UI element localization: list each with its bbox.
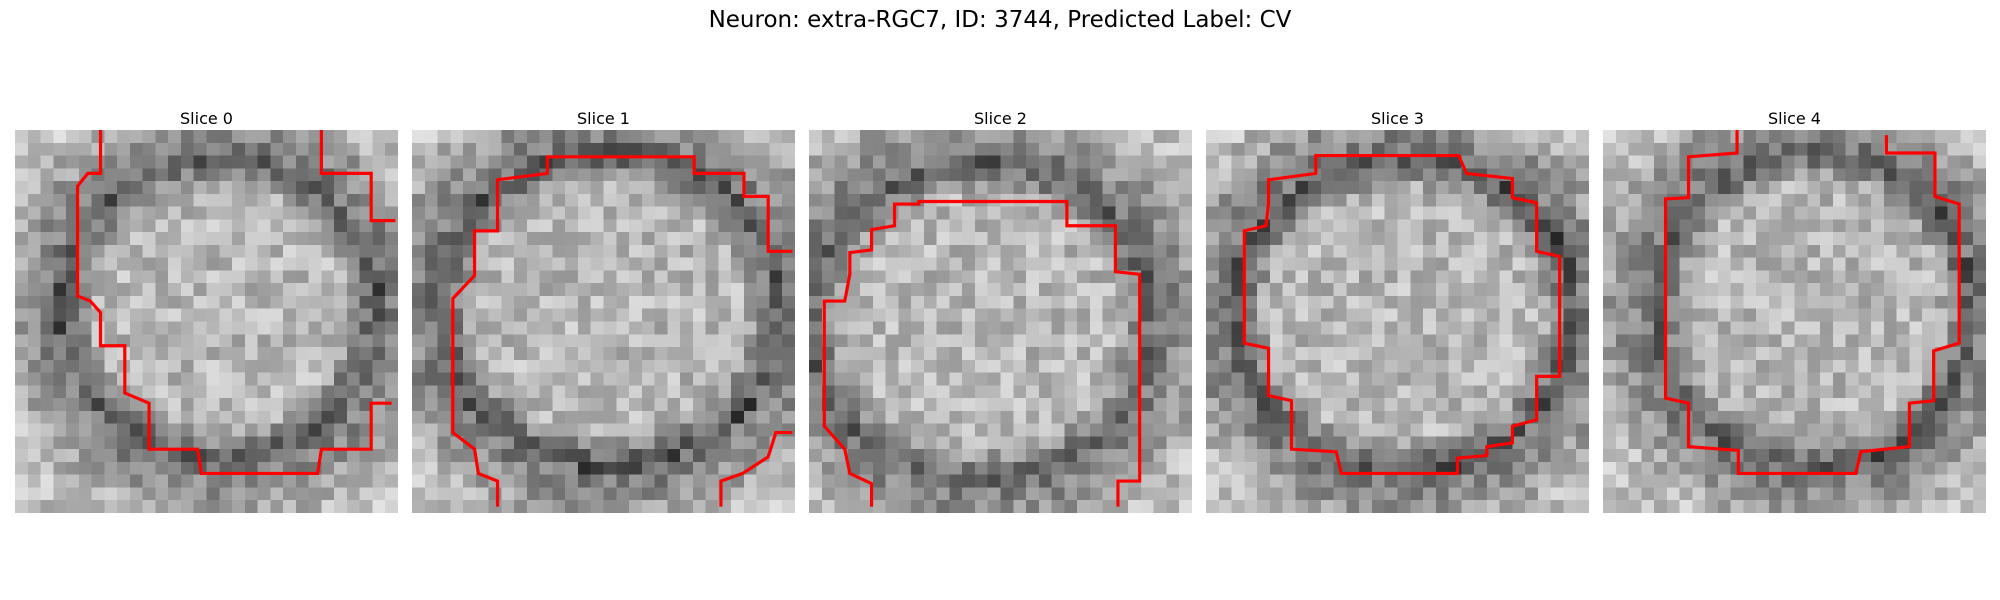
slice-panel-4: Slice 4 (1603, 108, 1986, 513)
slice-title-0: Slice 0 (180, 109, 233, 128)
segmentation-contour-3 (1242, 153, 1562, 476)
segmentation-contour-4 (1663, 130, 1961, 476)
slice-title-4: Slice 4 (1768, 109, 1821, 128)
slice-image-2 (809, 130, 1192, 513)
slice-title-2: Slice 2 (974, 109, 1027, 128)
figure-title: Neuron: extra-RGC7, ID: 3744, Predicted … (708, 7, 1292, 33)
slice-image-4 (1603, 130, 1986, 513)
slice-panel-1: Slice 1 (412, 108, 795, 513)
slice-pixels-0 (15, 130, 398, 513)
segmentation-contour-1 (451, 155, 793, 507)
slice-panel-0: Slice 0 (15, 108, 398, 513)
slice-pixels-1 (412, 130, 795, 513)
slice-image-0 (15, 130, 398, 513)
slice-title-3: Slice 3 (1371, 109, 1424, 128)
segmentation-contour-2 (822, 199, 1142, 507)
slice-image-3 (1206, 130, 1589, 513)
slice-title-1: Slice 1 (577, 109, 630, 128)
slice-image-1 (412, 130, 795, 513)
slice-panel-2: Slice 2 (809, 108, 1192, 513)
segmentation-contour-0 (75, 130, 396, 476)
slice-pixels-3 (1206, 130, 1589, 513)
slice-pixels-4 (1603, 130, 1986, 513)
slice-panel-3: Slice 3 (1206, 108, 1589, 513)
slice-pixels-2 (809, 130, 1192, 513)
